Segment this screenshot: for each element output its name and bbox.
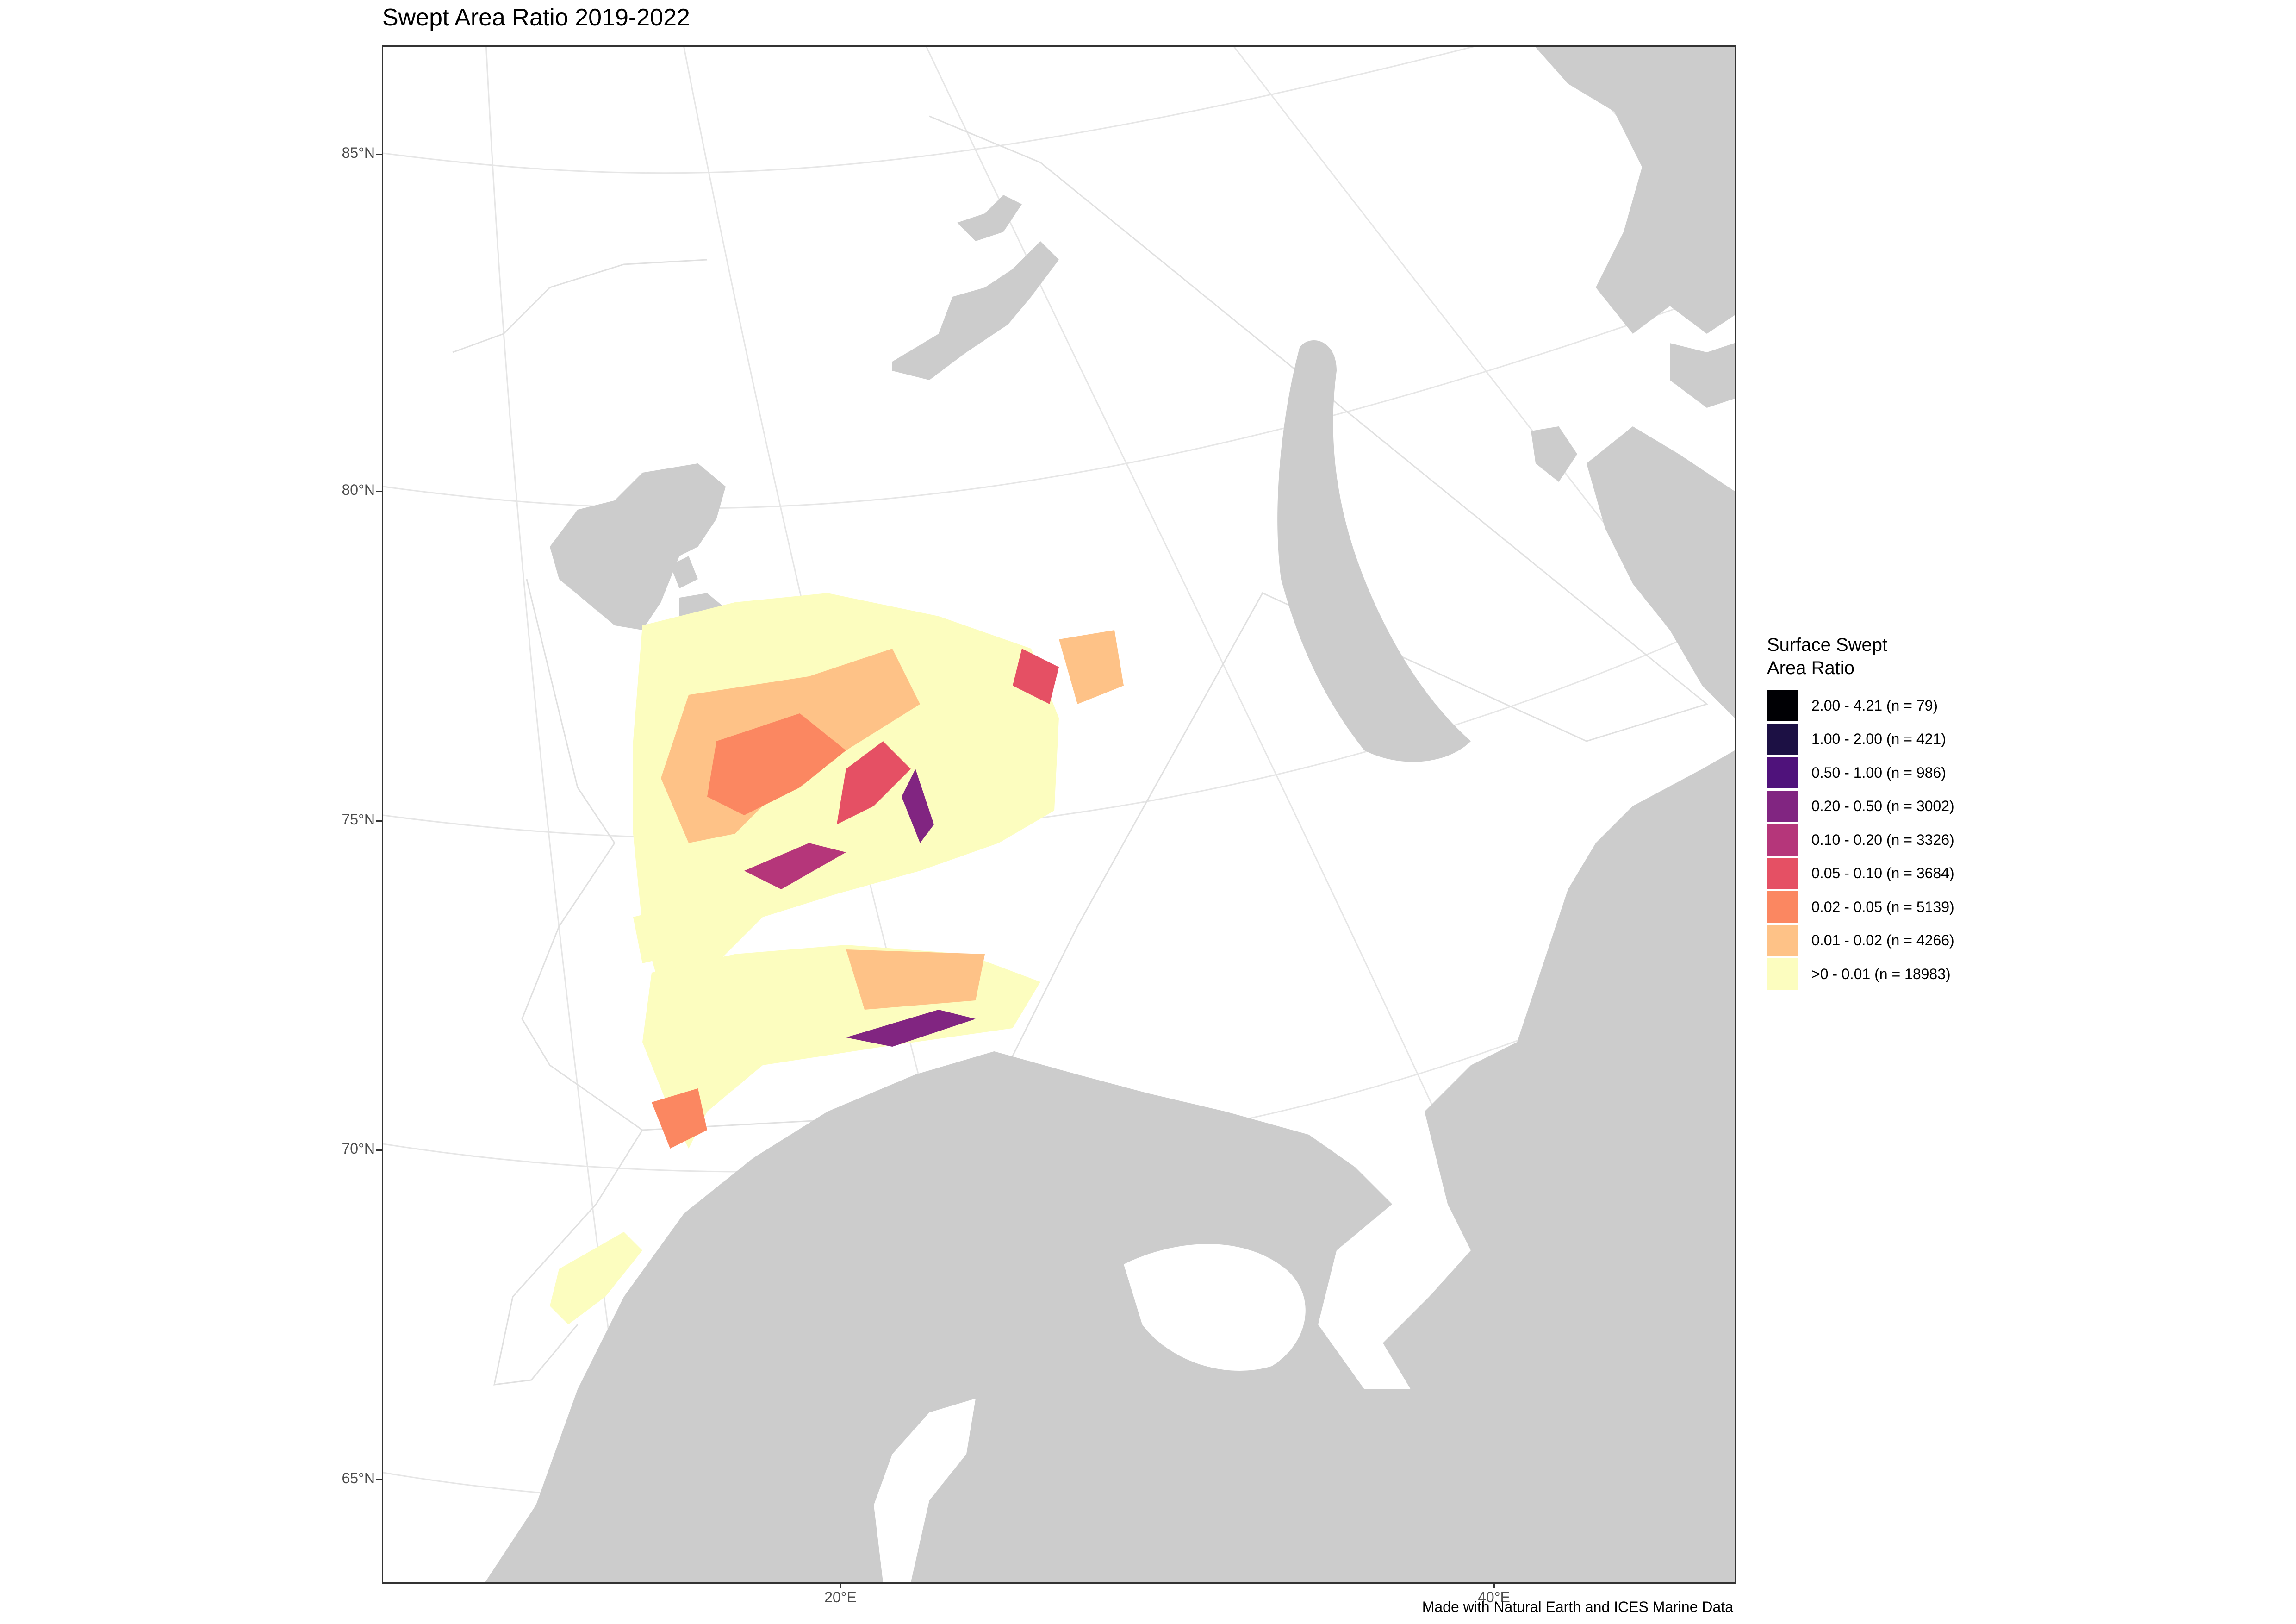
svalbard — [550, 463, 726, 630]
legend-label: 0.20 - 0.50 (n = 3002) — [1811, 798, 1954, 815]
effort-cell — [1059, 630, 1124, 704]
effort-cell — [652, 1088, 707, 1149]
legend-items: 2.00 - 4.21 (n = 79) 1.00 - 2.00 (n = 421… — [1767, 689, 1954, 991]
legend-item: 0.20 - 0.50 (n = 3002) — [1767, 790, 1954, 824]
effort-cell — [837, 741, 911, 824]
effort-cell — [902, 769, 934, 843]
y-tick-label: 70°N — [342, 1140, 375, 1157]
legend-item: 2.00 - 4.21 (n = 79) — [1767, 689, 1954, 723]
effort-cell — [1013, 649, 1059, 704]
y-tick-label: 85°N — [342, 144, 375, 161]
effort-cell — [744, 843, 846, 889]
legend-swatch — [1767, 924, 1798, 956]
y-tick-mark — [376, 491, 382, 492]
legend-label: 1.00 - 2.00 (n = 421) — [1811, 731, 1946, 748]
effort-cell — [633, 908, 679, 963]
legend-swatch — [1767, 790, 1798, 822]
novaya-zemlya — [1277, 340, 1471, 762]
legend-label: >0 - 0.01 (n = 18983) — [1811, 965, 1951, 982]
y-tick-mark — [376, 1479, 382, 1480]
effort-cell — [707, 713, 846, 815]
y-tick-mark — [376, 154, 382, 155]
map-panel[interactable] — [382, 45, 1736, 1584]
legend-item: >0 - 0.01 (n = 18983) — [1767, 957, 1954, 991]
legend-label: 0.50 - 1.00 (n = 986) — [1811, 764, 1946, 781]
legend-item: 0.05 - 0.10 (n = 3684) — [1767, 857, 1954, 891]
legend-label: 2.00 - 4.21 (n = 79) — [1811, 697, 1938, 714]
legend-item: 0.02 - 0.05 (n = 5139) — [1767, 890, 1954, 924]
legend-swatch — [1767, 757, 1798, 789]
y-tick-label: 80°N — [342, 481, 375, 498]
legend-swatch — [1767, 958, 1798, 990]
legend-swatch — [1767, 824, 1798, 856]
x-tick-mark — [840, 1582, 841, 1588]
map-caption: Made with Natural Earth and ICES Marine … — [1422, 1599, 1733, 1615]
legend-item: 0.50 - 1.00 (n = 986) — [1767, 756, 1954, 790]
franz-josef-land — [892, 241, 1059, 380]
legend-swatch — [1767, 690, 1798, 722]
x-tick-label: 40°E — [1478, 1589, 1510, 1605]
effort-cell — [846, 949, 985, 1010]
legend-title: Surface Swept Area Ratio — [1767, 635, 1888, 678]
map-title: Swept Area Ratio 2019-2022 — [382, 4, 690, 31]
legend-item: 0.01 - 0.02 (n = 4266) — [1767, 924, 1954, 958]
swept-area-cells — [550, 593, 1124, 1324]
legend-label: 0.05 - 0.10 (n = 3684) — [1811, 865, 1954, 882]
x-tick-mark — [1493, 1582, 1495, 1588]
x-tick-label: 20°E — [824, 1589, 857, 1605]
legend-label: 0.01 - 0.02 (n = 4266) — [1811, 932, 1954, 949]
legend-swatch — [1767, 723, 1798, 755]
effort-cell — [550, 1232, 642, 1324]
legend-item: 1.00 - 2.00 (n = 421) — [1767, 723, 1954, 756]
y-tick-label: 75°N — [342, 811, 375, 828]
legend: Surface Swept Area Ratio 2.00 - 4.21 (n … — [1767, 633, 1954, 991]
effort-cell — [846, 1010, 976, 1047]
legend-label: 0.02 - 0.05 (n = 5139) — [1811, 898, 1954, 915]
legend-label: 0.10 - 0.20 (n = 3326) — [1811, 831, 1954, 848]
y-tick-mark — [376, 1149, 382, 1151]
yamal-land — [1587, 426, 1735, 718]
legend-item: 0.10 - 0.20 (n = 3326) — [1767, 823, 1954, 857]
land-masses — [485, 47, 1735, 1582]
scandinavia-land — [485, 750, 1735, 1582]
legend-swatch — [1767, 857, 1798, 889]
y-tick-mark — [376, 820, 382, 822]
legend-swatch — [1767, 891, 1798, 923]
y-tick-label: 65°N — [342, 1470, 375, 1487]
